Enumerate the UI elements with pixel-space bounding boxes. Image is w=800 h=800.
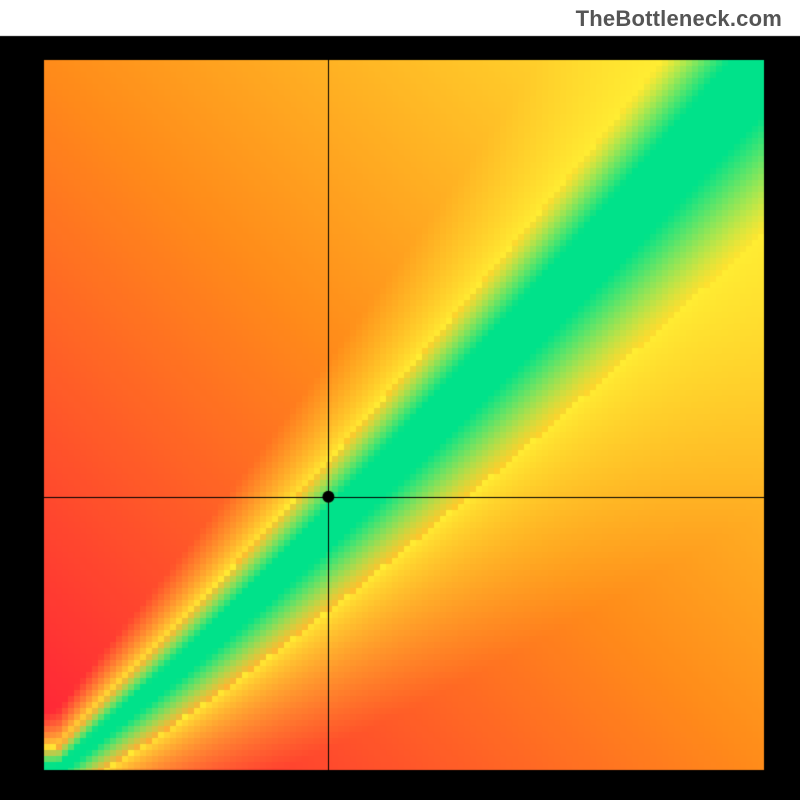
source-attribution: TheBottleneck.com	[576, 6, 782, 32]
bottleneck-heatmap	[0, 0, 800, 800]
